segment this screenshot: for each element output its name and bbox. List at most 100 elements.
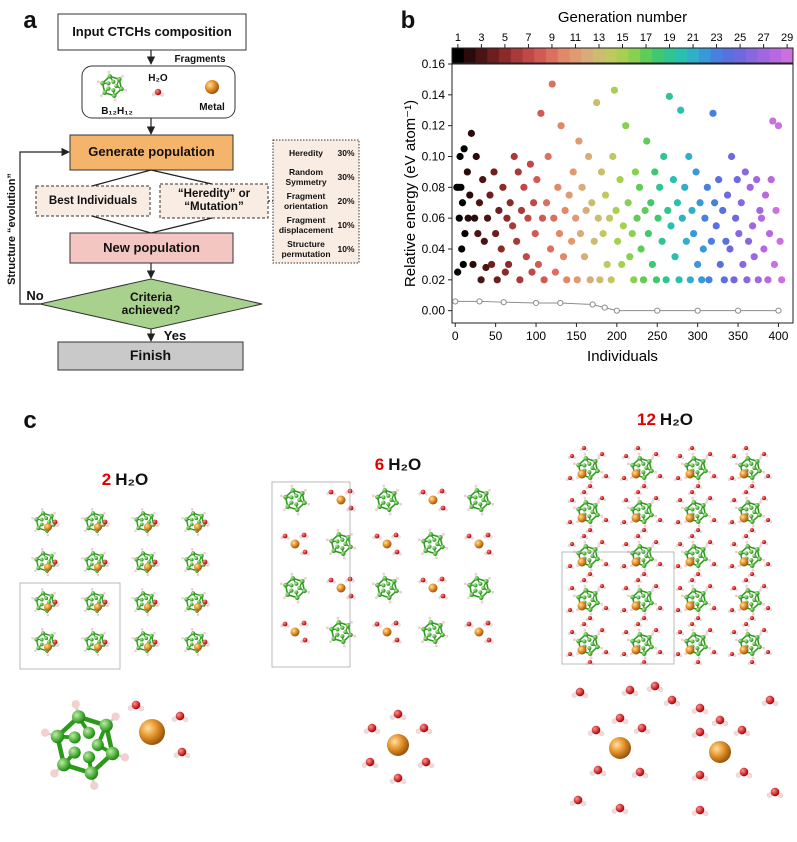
h-atom: [464, 624, 468, 628]
h-atom: [203, 511, 206, 515]
metal-atom: [144, 523, 152, 531]
operation-name: Fragment orientation: [284, 191, 328, 211]
b-atom: [428, 532, 434, 537]
h-atom: [579, 580, 583, 583]
b-atom: [698, 597, 703, 603]
h-atom: [491, 590, 495, 594]
b-atom: [744, 463, 749, 468]
o-atom: [729, 519, 735, 525]
o-atom: [567, 519, 573, 525]
b-atom: [134, 637, 139, 642]
h-atom: [565, 478, 569, 481]
b-atom: [636, 463, 641, 468]
b-atom: [299, 490, 305, 496]
h-atom: [429, 762, 435, 769]
b-atom: [336, 532, 342, 537]
o-atom: [711, 649, 717, 655]
h-atom: [687, 492, 691, 495]
b-atom: [745, 500, 751, 505]
o-atom: [623, 453, 629, 459]
o-atom: [569, 541, 575, 547]
o-atom: [765, 473, 771, 479]
h-atom: [589, 480, 593, 484]
b-atom: [386, 507, 392, 512]
b-atom: [630, 506, 635, 512]
b-atom: [184, 597, 189, 602]
h-atom: [699, 486, 703, 490]
h-atom: [103, 511, 106, 515]
h-atom: [727, 522, 731, 525]
h-atom: [326, 580, 330, 584]
h-atom: [597, 586, 601, 589]
b-atom: [630, 550, 635, 556]
h-atom: [200, 562, 204, 566]
h-atom: [483, 535, 487, 539]
point: [569, 168, 577, 176]
b-atom: [289, 500, 294, 505]
o-atom: [675, 651, 681, 657]
o-atom: [52, 559, 58, 565]
h-atom: [729, 632, 733, 635]
o-atom: [102, 559, 108, 565]
h-atom: [745, 584, 749, 588]
h-atom: [651, 542, 655, 545]
b-atom: [646, 590, 652, 596]
o-atom: [711, 561, 717, 567]
point: [696, 199, 704, 207]
h-atom: [40, 587, 44, 591]
b-atom: [94, 556, 99, 561]
h-atom: [34, 609, 37, 613]
h-atom: [81, 596, 84, 600]
h-atom: [190, 587, 194, 591]
h-atom: [96, 653, 100, 657]
o-atom: [569, 453, 575, 459]
h-atom: [397, 623, 401, 627]
o-atom: [765, 695, 775, 705]
metal-atom: [428, 495, 438, 505]
h-atom: [765, 454, 769, 458]
h-atom: [621, 588, 625, 591]
h-atom: [90, 507, 94, 511]
h-atom: [325, 538, 329, 542]
b-atom: [34, 557, 39, 562]
b-atom: [691, 544, 697, 549]
b-atom: [140, 511, 146, 516]
b-atom: [106, 81, 111, 86]
o-atom: [695, 571, 701, 577]
b-atom: [86, 526, 91, 531]
h-atom: [697, 524, 701, 528]
b-atom: [111, 79, 116, 84]
o-atom: [675, 519, 681, 525]
b12h12-cluster: [572, 628, 604, 660]
b-atom: [186, 646, 191, 651]
b-atom: [36, 526, 41, 531]
b12h12-cluster: [572, 540, 604, 572]
b-atom: [134, 597, 139, 602]
h-atom: [124, 88, 128, 92]
b-atom: [478, 493, 483, 498]
h-atom: [283, 508, 286, 512]
b-atom: [348, 632, 353, 638]
y-axis-label: Relative energy (eV atom⁻¹): [402, 100, 419, 287]
h-atom: [329, 552, 332, 556]
h-atom: [71, 700, 80, 709]
h-atom: [203, 591, 206, 595]
h-atom: [346, 596, 350, 600]
b-atom: [595, 556, 600, 562]
b-atom: [106, 86, 111, 91]
h-atom: [346, 508, 350, 512]
h-atom: [279, 582, 283, 586]
colorbar-cell: [557, 48, 571, 63]
o-atom: [152, 639, 158, 645]
o-atom: [657, 561, 663, 567]
b12h12-cluster: [96, 70, 128, 102]
b-atom: [97, 640, 101, 644]
b-atom: [140, 551, 146, 556]
b12h12-cluster: [734, 540, 766, 572]
b-atom: [698, 553, 703, 559]
b-atom: [82, 726, 96, 739]
b-atom: [636, 639, 641, 644]
h-atom: [573, 500, 577, 504]
o-atom: [591, 725, 601, 735]
